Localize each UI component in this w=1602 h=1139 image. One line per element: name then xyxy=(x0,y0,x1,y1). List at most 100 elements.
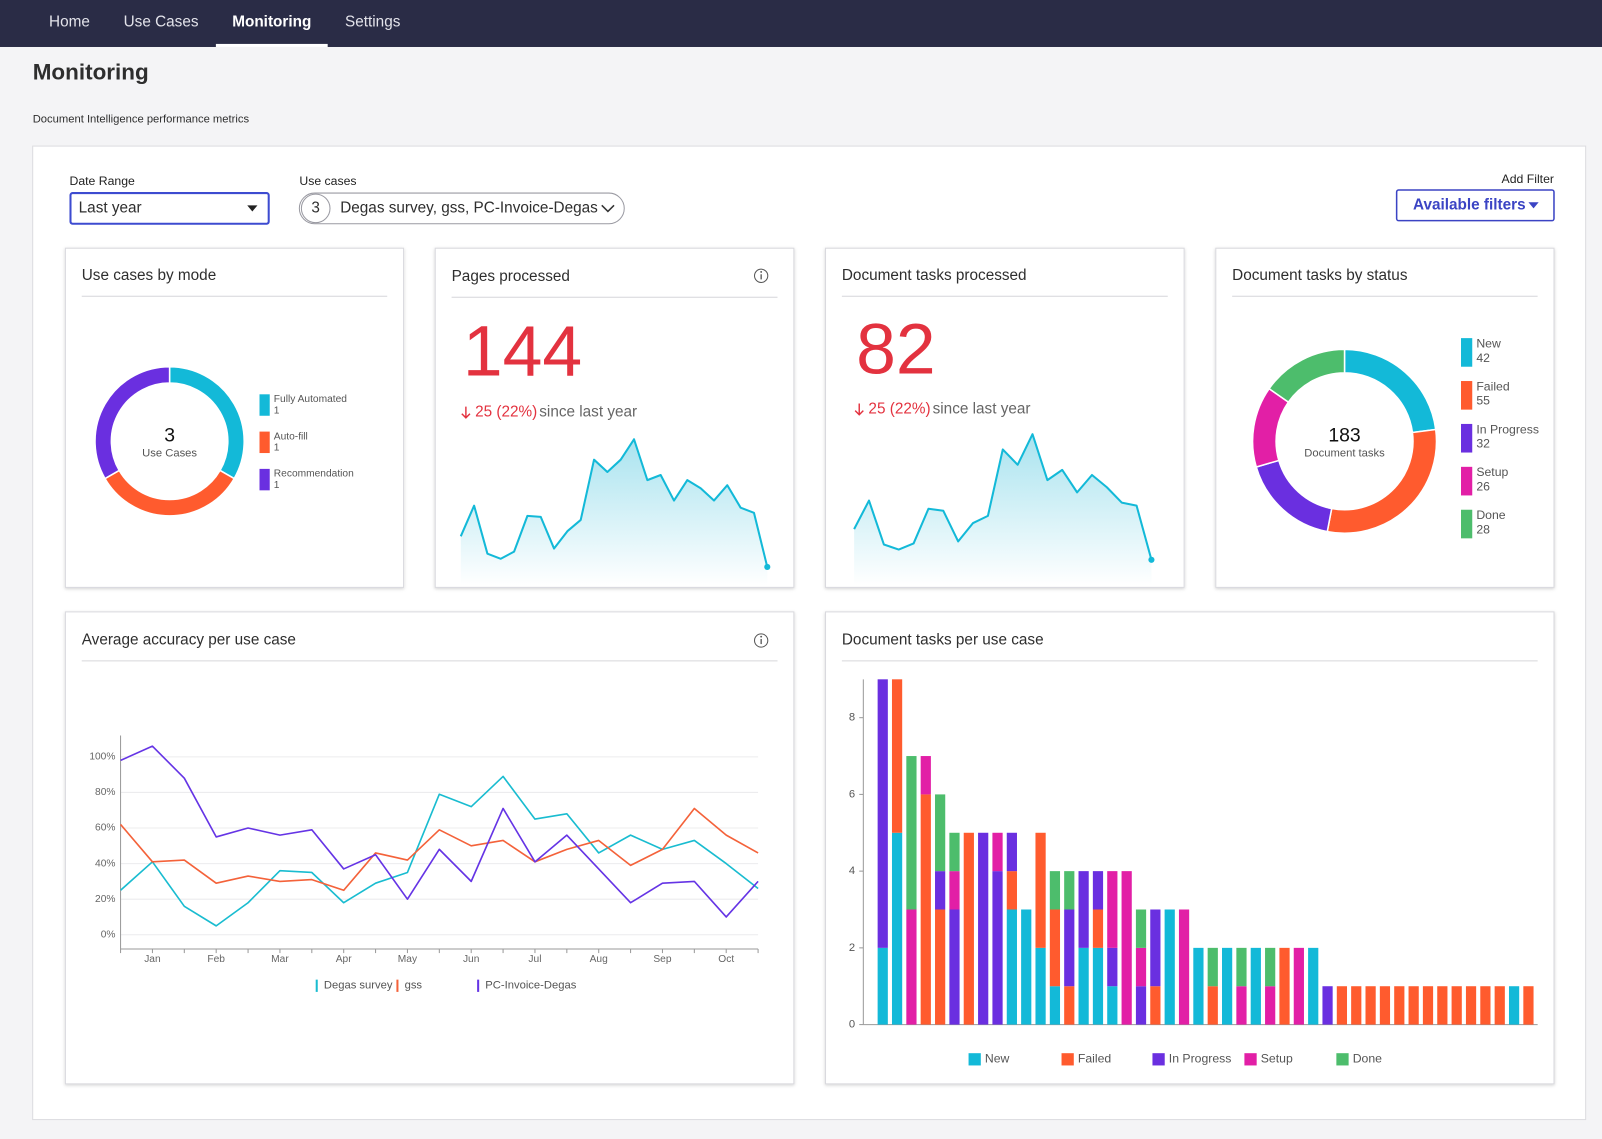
kpi-change-text: since last year xyxy=(933,401,1031,418)
caret xyxy=(1528,202,1539,209)
bar-segment xyxy=(935,871,946,910)
bar-segment xyxy=(1308,947,1319,1025)
use-case-select[interactable] xyxy=(298,192,625,225)
legend-value: 32 xyxy=(1476,437,1490,451)
bar-segment xyxy=(1494,986,1505,1025)
bar-segment xyxy=(1006,909,1017,1025)
info-icon[interactable] xyxy=(754,268,769,283)
bar-segment xyxy=(1107,986,1118,1025)
legend-label: PC-Invoice-Degas xyxy=(485,980,576,992)
date-value: Last year xyxy=(79,199,142,216)
filter-button[interactable] xyxy=(1395,189,1555,222)
bar-segment xyxy=(1408,986,1419,1025)
nav-item[interactable]: Settings xyxy=(345,14,401,31)
bar-segment xyxy=(949,832,960,872)
bar-segment xyxy=(1064,871,1075,910)
bar-segment xyxy=(1480,986,1491,1025)
date-select[interactable] xyxy=(69,192,270,225)
kpi-change: 25 (22%) xyxy=(868,401,930,418)
legend-swatch xyxy=(1461,338,1473,367)
nav-active-underline xyxy=(215,43,328,47)
x-tick-label: Aug xyxy=(590,954,608,965)
nav-item[interactable]: Home xyxy=(49,14,90,31)
bar-segment xyxy=(1135,986,1147,1025)
bar-segment xyxy=(891,679,903,833)
y-tick-label: 0% xyxy=(101,929,116,940)
bar-segment xyxy=(992,832,1003,872)
legend-label: Setup xyxy=(1261,1052,1293,1066)
legend-label: Failed xyxy=(1078,1052,1112,1066)
legend-swatch xyxy=(1061,1053,1074,1066)
filter-label: Date Range xyxy=(69,174,135,188)
legend-value: 1 xyxy=(274,405,280,416)
x-tick-label: Jan xyxy=(144,954,161,965)
legend-swatch xyxy=(1152,1053,1165,1066)
card-title: Use cases by mode xyxy=(82,267,216,284)
legend-swatch xyxy=(968,1053,981,1066)
nav-bar xyxy=(0,0,1602,47)
down-arrow xyxy=(461,406,471,419)
legend-value: 42 xyxy=(1476,351,1490,365)
legend-label: Degas survey xyxy=(324,980,393,992)
bar-segment xyxy=(1279,947,1290,1025)
filter-button-label: Available filters xyxy=(1413,196,1526,213)
legend-label: Fully Automated xyxy=(274,394,347,405)
down-arrow xyxy=(854,403,864,416)
y-tick-label: 20% xyxy=(95,894,115,905)
series-line xyxy=(120,745,759,918)
kpi-change-text: since last year xyxy=(539,404,637,421)
kpi-value: 144 xyxy=(463,311,582,391)
card-title: Average accuracy per use case xyxy=(82,632,296,649)
use-case-value: Degas survey, gss, PC-Invoice-Degas xyxy=(340,199,598,216)
bar-segment xyxy=(1064,909,1075,987)
bar-segment xyxy=(1178,909,1190,1025)
x-tick-label: Apr xyxy=(336,954,352,965)
bar-segment xyxy=(877,679,888,948)
info-icon[interactable] xyxy=(754,633,769,648)
bar-segment xyxy=(891,832,903,1025)
legend-label: New xyxy=(1476,336,1501,350)
y-tick-label: 100% xyxy=(89,752,115,763)
bar-segment xyxy=(1150,909,1161,987)
donut-total-label: Document tasks xyxy=(1304,448,1385,460)
bar-segment xyxy=(1465,986,1477,1025)
series-line xyxy=(119,807,759,892)
sparkline xyxy=(459,438,769,568)
legend-swatch xyxy=(1244,1053,1257,1066)
legend-label: New xyxy=(985,1052,1010,1066)
legend-label: Setup xyxy=(1476,465,1508,479)
bar-segment xyxy=(1222,947,1233,1025)
legend-swatch xyxy=(1461,466,1473,496)
donut-total: 183 xyxy=(1328,424,1360,446)
legend-value: 28 xyxy=(1476,522,1490,536)
bar-segment xyxy=(920,794,931,1025)
bar-segment xyxy=(935,909,946,1025)
legend-value: 26 xyxy=(1476,480,1490,494)
kpi-value: 82 xyxy=(856,309,936,389)
bar-segment xyxy=(1078,947,1089,1025)
legend-label: Done xyxy=(1353,1052,1382,1066)
count-badge xyxy=(300,193,331,224)
bar-segment xyxy=(978,832,989,1025)
sparkline-end xyxy=(1148,556,1155,563)
bar-segment xyxy=(1006,832,1017,872)
card xyxy=(64,611,795,1085)
y-tick-label: 60% xyxy=(95,823,115,834)
bar-segment xyxy=(1092,909,1104,948)
nav-item[interactable]: Use Cases xyxy=(124,14,199,31)
nav-item[interactable]: Monitoring xyxy=(232,14,311,31)
bar-segment xyxy=(1207,947,1218,987)
bar-segment xyxy=(1365,986,1376,1025)
bar-segment xyxy=(963,832,974,1025)
bar-segment xyxy=(1322,986,1333,1025)
bar-segment xyxy=(1265,947,1276,987)
bar-segment xyxy=(1049,909,1061,987)
bar-segment xyxy=(949,871,960,910)
bar-segment xyxy=(1351,986,1362,1025)
bar-segment xyxy=(1064,986,1075,1025)
bar-segment xyxy=(949,909,960,1025)
legend-label: In Progress xyxy=(1476,422,1539,436)
legend-value: 1 xyxy=(274,480,280,491)
x-tick-label: Feb xyxy=(207,954,225,965)
